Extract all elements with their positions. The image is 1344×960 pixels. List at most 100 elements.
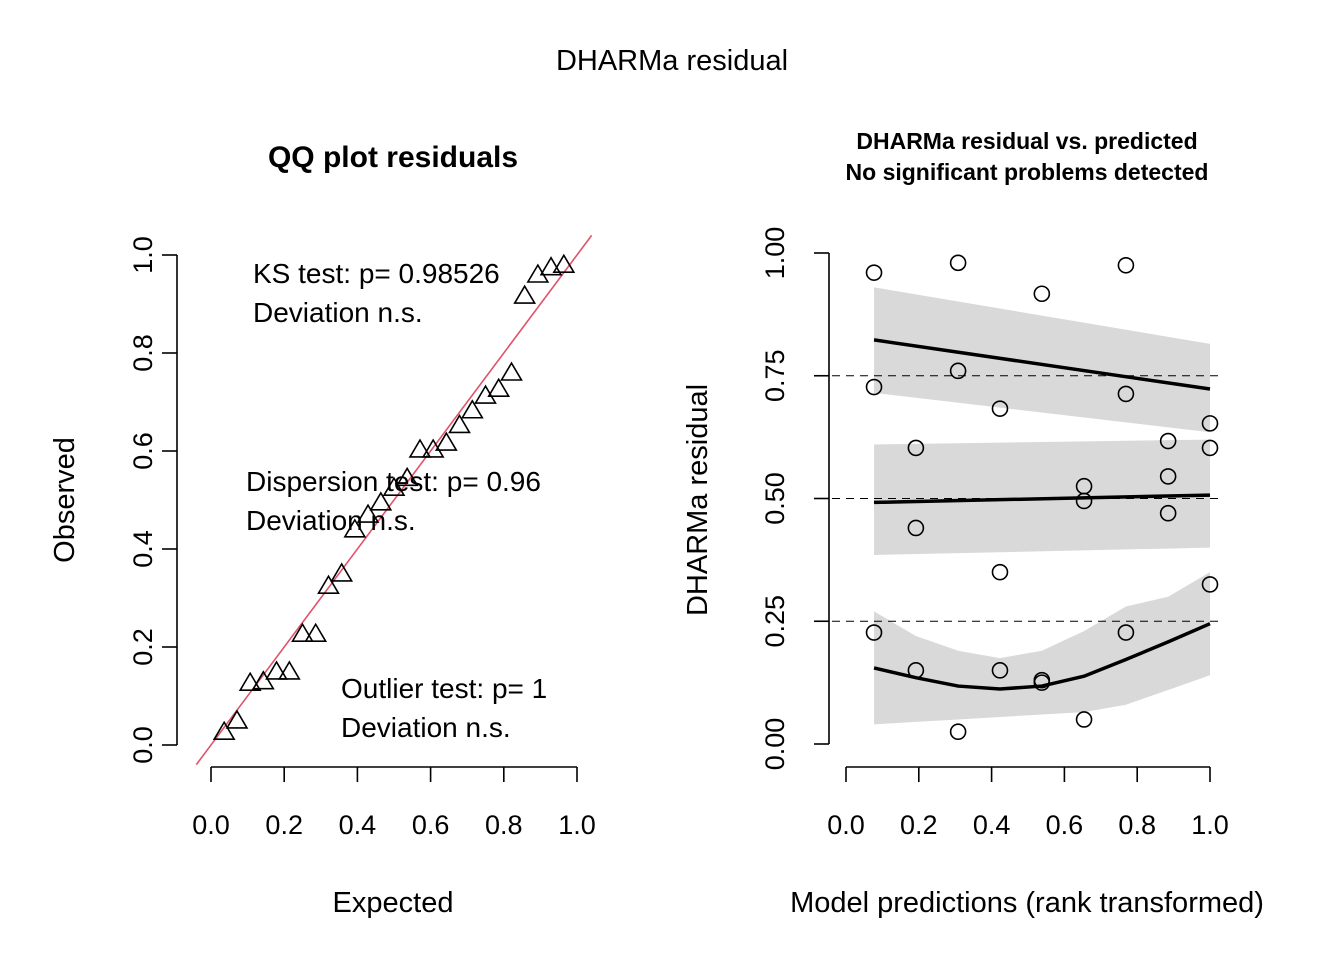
residual-y-tick-label: 0.25 (760, 595, 790, 648)
residual-point-marker (1117, 385, 1135, 403)
residual-point-marker (949, 254, 967, 272)
residual-point-marker (907, 662, 925, 679)
residual-quantile-fit-line (873, 338, 1211, 391)
residual-confidence-bands (874, 287, 1210, 725)
residual-confidence-band (874, 287, 1210, 433)
residual-x-tick-label: 0.4 (973, 810, 1011, 840)
qq-point-marker (395, 466, 419, 487)
residual-x-tick-label: 0.0 (827, 810, 865, 840)
residual-point-marker (1201, 576, 1219, 593)
residual-y-tick-label: 1.00 (760, 227, 790, 280)
residual-point-marker (1117, 624, 1135, 641)
outlier-test-text: Outlier test: p= 1 (341, 673, 547, 704)
qq-point-marker (552, 253, 576, 274)
qq-y-tick-label: 0.2 (128, 628, 158, 666)
qq-point-marker (291, 622, 314, 642)
residual-point-marker (1201, 415, 1219, 432)
qq-point-marker (225, 709, 249, 729)
qq-y-tick-label: 1.0 (128, 236, 158, 274)
qq-x-axis: 0.0 0.2 0.4 0.6 0.8 1.0 (192, 766, 596, 840)
residual-point-marker (1033, 285, 1051, 303)
qq-point-marker (212, 720, 236, 740)
residual-x-axis: 0.0 0.2 0.4 0.6 0.8 1.0 (827, 766, 1229, 840)
residual-x-tick-label: 0.2 (900, 810, 938, 840)
residual-point-marker (991, 400, 1009, 417)
residual-point-marker (949, 723, 967, 741)
qq-y-axis-label: Observed (49, 437, 81, 563)
qq-y-tick-label: 0.4 (128, 530, 158, 568)
qq-point-marker (356, 503, 380, 523)
residual-y-axis: 0.00 0.25 0.50 0.75 1.00 (760, 227, 830, 771)
residual-point-marker (1075, 711, 1093, 728)
residual-point-marker (1159, 468, 1177, 485)
qq-point-marker (460, 399, 484, 419)
residual-x-tick-label: 0.6 (1046, 810, 1084, 840)
residual-y-tick-label: 0.75 (760, 349, 790, 402)
qq-point-marker (513, 284, 537, 304)
residual-x-tick-label: 0.8 (1118, 810, 1156, 840)
outlier-deviation-text: Deviation n.s. (341, 712, 511, 743)
residual-quantile-fit-line (873, 493, 1211, 505)
residual-point-marker (1075, 492, 1093, 510)
qq-x-tick-label: 0.8 (485, 810, 523, 840)
qq-x-tick-label: 0.4 (339, 810, 377, 840)
residual-y-axis-label: DHARMa residual (682, 384, 714, 616)
ks-test-text: KS test: p= 0.98526 (253, 258, 500, 289)
qq-point-marker (487, 377, 511, 397)
qq-x-tick-label: 0.0 (192, 810, 230, 840)
residual-confidence-band (874, 572, 1210, 725)
qq-plot-panel: QQ plot residuals Expected Observed 0.0 0… (49, 141, 596, 919)
qq-reference-line (195, 234, 593, 766)
residual-point-marker (991, 662, 1009, 679)
qq-y-tick-label: 0.6 (128, 432, 158, 470)
qq-plot-title: QQ plot residuals (268, 141, 518, 174)
residual-point-marker (1033, 674, 1051, 691)
residual-point-marker (865, 378, 883, 396)
qq-y-tick-label: 0.8 (128, 334, 158, 372)
figure-title: DHARMa residual (556, 45, 788, 77)
qq-point-marker (500, 361, 523, 381)
residual-point-marker (865, 624, 883, 641)
qq-point-marker (277, 660, 301, 680)
residual-x-tick-label: 1.0 (1191, 810, 1229, 840)
residual-point-marker (1201, 439, 1219, 457)
residual-point-marker (1159, 432, 1177, 450)
qq-point-marker (539, 256, 563, 276)
residual-quantile-fit-line (873, 622, 1211, 691)
residual-point-marker (991, 563, 1009, 581)
qq-point-marker (304, 622, 328, 642)
qq-point-marker (382, 476, 406, 496)
qq-point-marker (317, 574, 340, 594)
residual-point-marker (949, 362, 967, 380)
qq-point-marker (448, 413, 471, 434)
residual-points (865, 254, 1219, 741)
residual-point-marker (1117, 256, 1135, 274)
residual-quantile-fits (873, 338, 1211, 691)
residual-y-tick-label: 0.00 (760, 718, 790, 771)
residual-point-marker (1159, 504, 1177, 522)
dispersion-test-text: Dispersion test: p= 0.96 (246, 466, 541, 497)
residual-point-marker (907, 519, 925, 537)
qq-points (212, 253, 576, 740)
dispersion-deviation-text: Deviation n.s. (246, 505, 416, 536)
residual-y-tick-label: 0.50 (760, 472, 790, 525)
residual-plot-subtitle: No significant problems detected (846, 159, 1209, 185)
qq-point-marker (369, 491, 393, 511)
qq-point-marker (238, 671, 262, 691)
qq-x-tick-label: 0.6 (412, 810, 450, 840)
qq-point-marker (330, 562, 354, 582)
qq-y-tick-label: 0.0 (128, 726, 158, 764)
ks-deviation-text: Deviation n.s. (253, 297, 423, 328)
qq-reference-line-group (195, 234, 593, 766)
residual-point-marker (907, 439, 925, 457)
residual-point-marker (865, 264, 883, 281)
qq-point-marker (343, 518, 367, 538)
qq-point-marker (265, 660, 288, 680)
qq-point-marker (526, 263, 550, 283)
residual-vs-predicted-panel: DHARMa residual vs. predicted No signifi… (682, 128, 1264, 919)
residual-plot-title: DHARMa residual vs. predicted (856, 128, 1197, 154)
residual-x-axis-label: Model predictions (rank transformed) (790, 887, 1264, 919)
qq-point-marker (434, 431, 458, 451)
qq-point-marker (408, 438, 432, 458)
